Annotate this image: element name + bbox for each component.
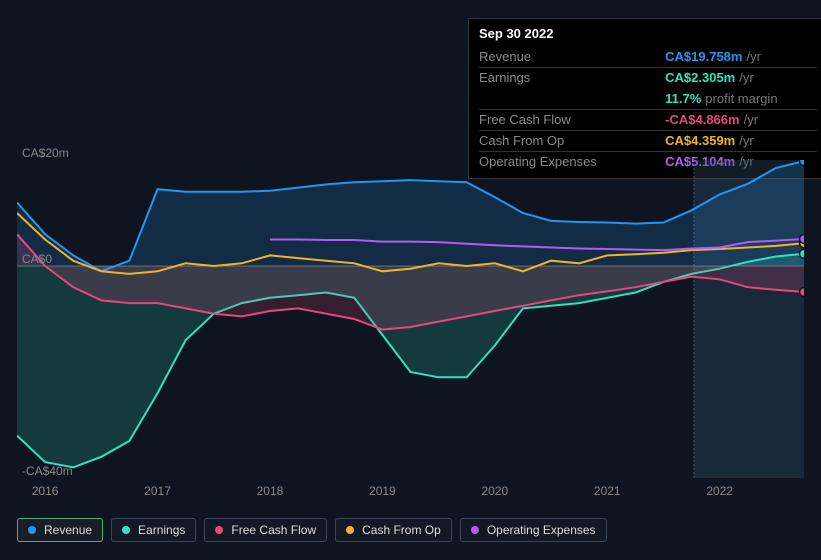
chart-svg[interactable] [17,160,804,478]
legend-item-earnings[interactable]: Earnings [111,518,196,542]
tooltip-row-label: Free Cash Flow [479,109,665,130]
legend-label: Cash From Op [362,523,441,537]
tooltip-row: EarningsCA$2.305m/yr [479,68,817,89]
tooltip-row-label: Cash From Op [479,130,665,151]
legend-item-revenue[interactable]: Revenue [17,518,103,542]
chart-tooltip: Sep 30 2022 RevenueCA$19.758m/yrEarnings… [468,18,821,179]
legend-label: Earnings [138,523,185,537]
tooltip-row: Free Cash Flow-CA$4.866m/yr [479,109,817,130]
tooltip-table: RevenueCA$19.758m/yrEarningsCA$2.305m/yr… [479,47,817,172]
legend-item-cfo[interactable]: Cash From Op [335,518,452,542]
legend-dot [471,526,479,534]
tooltip-row: Cash From OpCA$4.359m/yr [479,130,817,151]
legend-dot [215,526,223,534]
legend-item-fcf[interactable]: Free Cash Flow [204,518,327,542]
tooltip-row-value: CA$4.359m/yr [665,130,817,151]
tooltip-row-value: -CA$4.866m/yr [665,109,817,130]
tooltip-subrow: 11.7%profit margin [479,89,817,110]
x-tick-label: 2018 [257,484,284,498]
legend-label: Operating Expenses [487,523,596,537]
x-tick-label: 2019 [369,484,396,498]
tooltip-row-value: CA$2.305m/yr [665,68,817,89]
y-tick-label: -CA$40m [22,464,73,478]
legend-dot [346,526,354,534]
legend-item-opex[interactable]: Operating Expenses [460,518,607,542]
tooltip-row-label: Earnings [479,68,665,89]
legend-label: Revenue [44,523,92,537]
tooltip-row: RevenueCA$19.758m/yr [479,47,817,68]
x-tick-label: 2016 [32,484,59,498]
legend-label: Free Cash Flow [231,523,316,537]
legend-dot [122,526,130,534]
y-tick-label: CA$20m [22,146,69,160]
tooltip-row-label: Revenue [479,47,665,68]
x-tick-label: 2020 [481,484,508,498]
x-axis-labels: 2016 2017 2018 2019 2020 2021 2022 [17,484,804,500]
chart-legend: Revenue Earnings Free Cash Flow Cash From O… [17,518,607,542]
tooltip-date: Sep 30 2022 [479,25,817,45]
legend-dot [28,526,36,534]
y-tick-label: CA$0 [22,252,52,266]
x-tick-label: 2021 [594,484,621,498]
chart-area [17,160,804,478]
x-tick-label: 2022 [706,484,733,498]
x-tick-label: 2017 [144,484,171,498]
tooltip-row-value: CA$19.758m/yr [665,47,817,68]
